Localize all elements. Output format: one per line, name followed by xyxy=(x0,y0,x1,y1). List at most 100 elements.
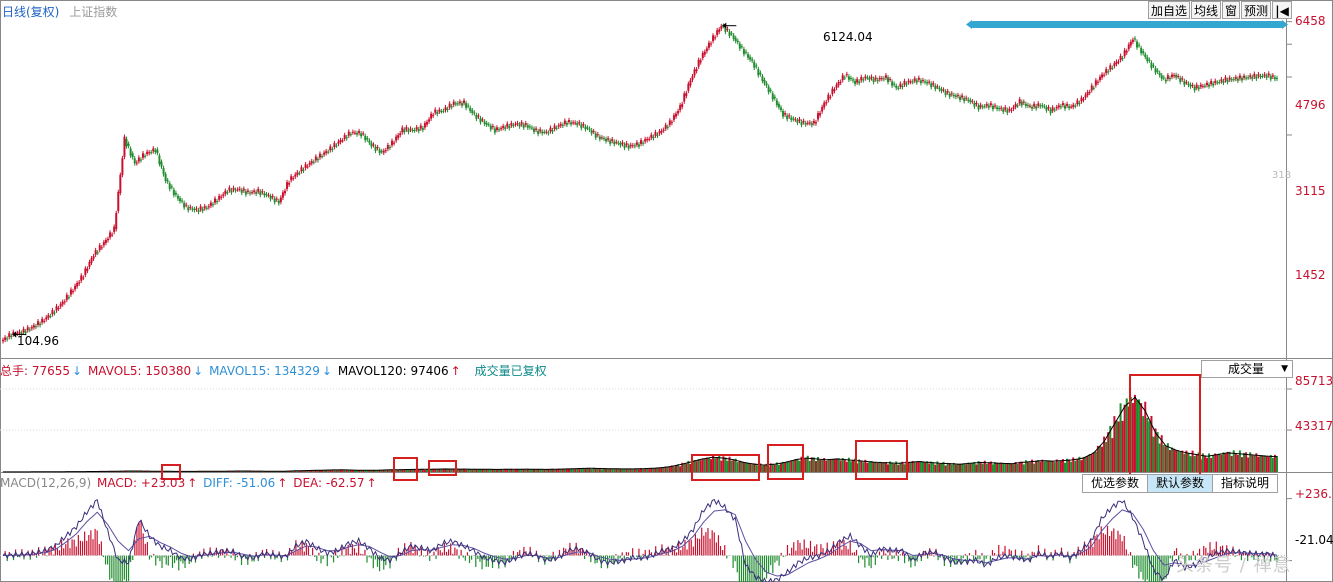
price-candle xyxy=(8,333,11,338)
price-candle xyxy=(749,56,752,60)
price-candle xyxy=(1041,105,1044,107)
volume-bar xyxy=(565,469,568,472)
volume-bar xyxy=(640,468,643,472)
price-candle xyxy=(86,268,89,271)
price-candle xyxy=(384,150,387,152)
volume-bar xyxy=(483,469,486,472)
volume-bar xyxy=(646,468,649,472)
price-candle xyxy=(331,148,334,150)
price-candle xyxy=(738,43,741,49)
volume-bar xyxy=(458,469,461,472)
indicator-select[interactable]: 成交量 ▼ xyxy=(1201,360,1293,378)
volume-bar xyxy=(954,464,957,472)
price-candle xyxy=(240,189,243,193)
price-candle xyxy=(1094,80,1097,86)
price-candle xyxy=(214,198,217,203)
price-candle xyxy=(718,29,721,32)
dea-value-label: DEA: -62.57 xyxy=(293,476,365,490)
price-candle xyxy=(611,139,614,142)
moving-average-button[interactable]: 均线 xyxy=(1191,1,1222,19)
volume-bar xyxy=(409,469,412,472)
volume-bar xyxy=(831,458,834,472)
volume-bar xyxy=(356,470,359,472)
price-candle xyxy=(1047,107,1050,109)
volume-bar xyxy=(600,469,603,472)
volume-bar xyxy=(456,468,459,472)
volume-bar xyxy=(563,468,566,472)
price-candle xyxy=(135,162,138,164)
tab-indicator-help[interactable]: 指标说明 xyxy=(1212,474,1279,493)
volume-bar xyxy=(975,464,978,472)
volume-bar xyxy=(530,469,533,472)
period-title[interactable]: 日线(复权) xyxy=(2,5,60,19)
volume-bar xyxy=(1119,403,1122,472)
price-candle xyxy=(1224,77,1227,81)
price-candle xyxy=(92,256,95,259)
volume-bar xyxy=(417,469,420,472)
add-watchlist-button[interactable]: 加自选 xyxy=(1148,1,1191,19)
price-candle xyxy=(1236,78,1239,81)
volume-bar xyxy=(493,469,496,472)
volume-bar xyxy=(825,460,828,472)
volume-bar xyxy=(946,462,949,472)
forecast-button[interactable]: 预测 xyxy=(1241,1,1272,19)
price-candle xyxy=(1098,76,1101,81)
price-candle xyxy=(672,115,675,120)
price-candle xyxy=(1271,75,1274,77)
price-candle xyxy=(806,122,809,124)
volume-bar xyxy=(901,461,904,472)
back-to-start-icon[interactable]: |◀ xyxy=(1272,1,1293,19)
volume-bar xyxy=(318,470,321,472)
low-annotation: 104.96 xyxy=(17,334,59,348)
price-candle xyxy=(345,137,348,139)
volume-bar xyxy=(345,470,348,472)
tab-default-params[interactable]: 默认参数 xyxy=(1147,474,1214,493)
volume-bar xyxy=(1082,457,1085,472)
volume-bar xyxy=(292,470,295,472)
window-button[interactable]: 窗 xyxy=(1222,1,1241,19)
volume-bar xyxy=(448,469,451,472)
price-candle xyxy=(924,81,927,83)
price-candle xyxy=(1059,106,1062,108)
volume-bar xyxy=(308,470,311,472)
price-candle xyxy=(650,134,653,138)
diff-value-label: DIFF: -51.06 xyxy=(203,476,276,490)
volume-bar xyxy=(775,462,778,472)
arrow-up-icon: ↑ xyxy=(366,476,377,490)
price-candle xyxy=(1105,69,1108,74)
volume-bar xyxy=(131,471,134,472)
price-candle xyxy=(845,74,848,76)
price-candle xyxy=(761,76,764,81)
price-candle xyxy=(998,108,1001,110)
volume-bar xyxy=(1203,455,1206,472)
price-candle xyxy=(535,128,538,130)
volume-bar xyxy=(570,468,573,472)
price-tick-6458: 6458 xyxy=(1295,14,1326,28)
volume-bar xyxy=(473,468,476,472)
tab-preferred-params[interactable]: 优选参数 xyxy=(1082,474,1149,493)
volume-bar xyxy=(358,470,361,472)
price-candle xyxy=(578,122,581,124)
volume-bar xyxy=(1103,436,1106,472)
volume-bar xyxy=(1000,462,1003,472)
price-candle xyxy=(1269,76,1272,80)
price-candle xyxy=(648,138,651,140)
volume-bar xyxy=(1234,453,1237,472)
volume-bar xyxy=(695,461,698,472)
price-candle xyxy=(827,94,830,101)
price-candle xyxy=(30,327,33,329)
price-candle xyxy=(283,190,286,194)
price-candle xyxy=(405,127,408,130)
volume-bar xyxy=(967,462,970,472)
price-candle xyxy=(971,101,974,103)
price-candle xyxy=(796,120,799,123)
volume-bar xyxy=(559,469,562,472)
volume-bar xyxy=(450,468,453,472)
volume-bar xyxy=(732,459,735,472)
price-candle xyxy=(633,145,636,147)
price-candle xyxy=(1164,79,1167,82)
price-candle xyxy=(1177,76,1180,78)
volume-bar xyxy=(926,461,929,472)
volume-bar xyxy=(623,468,626,472)
price-candle xyxy=(234,189,237,191)
